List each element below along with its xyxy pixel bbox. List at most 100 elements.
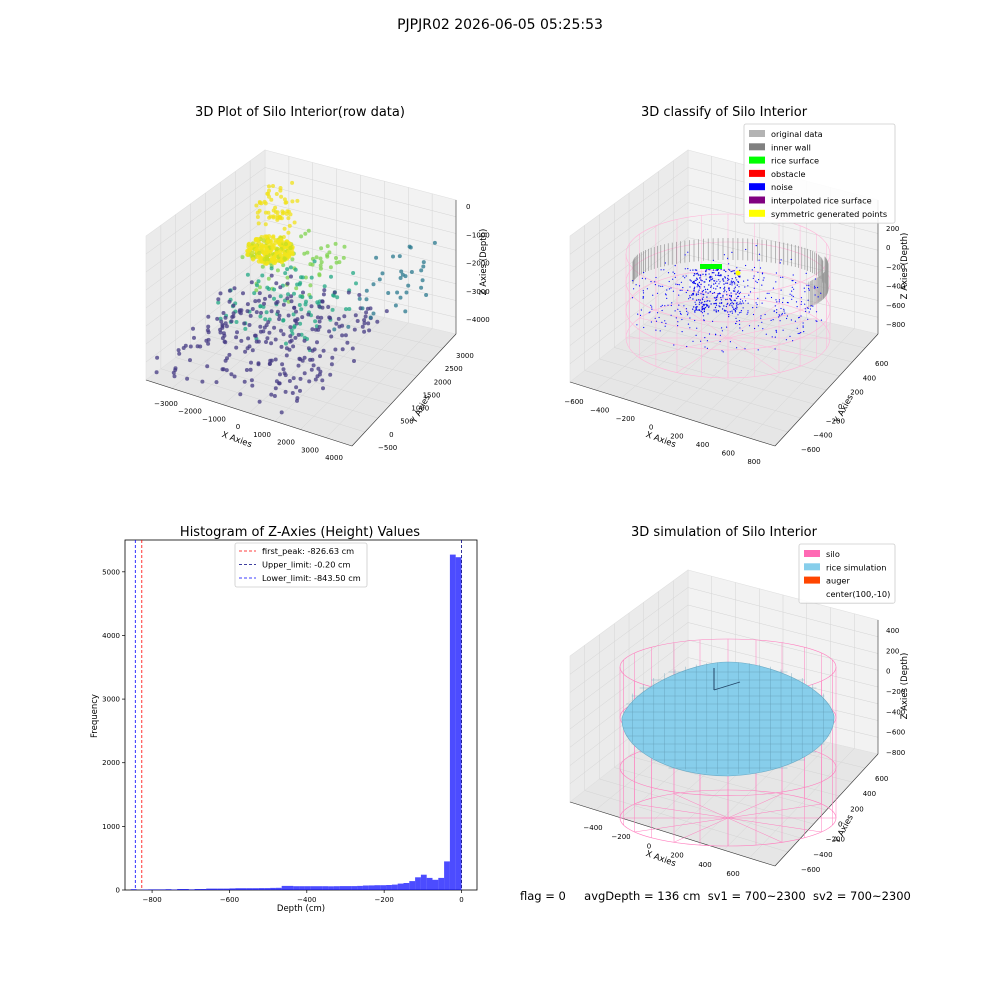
raw-data-point	[295, 396, 300, 401]
raw-data-point	[403, 274, 408, 279]
noise-point	[701, 308, 704, 311]
noise-point	[810, 305, 812, 307]
noise-point	[780, 276, 782, 278]
classify-legend-swatch	[749, 169, 765, 177]
hist-legend-label: first_peak: -826.63 cm	[262, 546, 354, 556]
noise-point	[779, 320, 781, 322]
raw-data-point	[275, 210, 280, 215]
hist-bar	[264, 888, 271, 890]
noise-point	[803, 331, 805, 333]
raw-data-point	[367, 328, 372, 333]
noise-point	[701, 301, 703, 304]
classify-legend-swatch	[749, 196, 765, 204]
noise-point	[813, 287, 816, 289]
raw-data-point	[216, 297, 221, 302]
noise-point	[713, 297, 716, 299]
noise-point	[745, 248, 747, 251]
noise-point	[734, 307, 737, 310]
raw-data-point	[229, 319, 234, 324]
raw-data-point	[246, 336, 251, 341]
grid-line	[264, 167, 457, 217]
grid-line	[687, 587, 879, 637]
grid-line	[658, 312, 853, 363]
noise-point	[650, 304, 652, 306]
noise-point	[642, 290, 644, 292]
raw-data-point	[272, 325, 277, 330]
noise-point	[699, 277, 701, 279]
noise-point	[697, 293, 699, 295]
hist-bar	[246, 888, 253, 890]
raw-data-point	[308, 262, 313, 267]
noise-point	[682, 275, 684, 277]
raw-data-point	[326, 305, 331, 309]
raw-data-point	[364, 310, 369, 315]
z-tick-label: 0	[886, 668, 890, 676]
noise-point	[725, 270, 727, 273]
noise-point	[677, 283, 679, 286]
raw-data-point	[269, 341, 274, 346]
noise-point	[726, 298, 728, 300]
noise-point	[817, 296, 819, 298]
noise-point	[744, 286, 746, 288]
raw-data-point	[306, 228, 311, 233]
noise-point	[665, 294, 667, 296]
raw-data-point	[227, 352, 232, 357]
raw-data-point	[267, 362, 272, 366]
hist-bar	[438, 877, 445, 890]
y-tick-label: 1500	[423, 391, 441, 399]
raw-data-point	[346, 290, 351, 295]
raw-chart-title: 3D Plot of Silo Interior(row data)	[195, 105, 405, 120]
noise-point	[661, 304, 663, 306]
noise-point	[693, 287, 695, 290]
noise-point	[757, 325, 760, 327]
noise-point	[655, 276, 657, 279]
noise-point	[768, 292, 770, 294]
noise-point	[679, 289, 681, 291]
noise-point	[652, 294, 654, 296]
raw-data-point	[315, 374, 320, 379]
raw-data-point	[252, 291, 257, 296]
noise-point	[759, 267, 762, 269]
noise-point	[774, 348, 776, 350]
raw-data-point	[291, 376, 296, 381]
raw-data-point	[284, 346, 289, 351]
raw-data-point	[368, 315, 373, 320]
raw-data-point	[262, 199, 267, 204]
noise-point	[718, 279, 720, 281]
sim-z-label: Z Axies (Depth)	[900, 653, 910, 720]
raw-data-point	[267, 188, 271, 193]
noise-point	[804, 308, 806, 310]
noise-point	[720, 274, 722, 277]
y-tick-label: 600	[875, 360, 888, 368]
grid-line	[687, 639, 879, 688]
grid-line	[569, 202, 689, 291]
hist-bar	[217, 888, 224, 890]
raw-data-point	[307, 379, 312, 384]
raw-data-point	[365, 306, 370, 311]
noise-point	[679, 310, 681, 313]
raw-data-point	[239, 308, 244, 313]
noise-point	[695, 299, 698, 301]
noise-point	[747, 279, 749, 281]
noise-point	[660, 285, 662, 287]
raw-data-point	[275, 268, 280, 273]
raw-data-point	[266, 320, 271, 325]
noise-point	[672, 278, 674, 280]
noise-point	[731, 310, 733, 312]
noise-point	[694, 310, 696, 312]
raw-data-point	[240, 255, 245, 260]
raw-data-point	[293, 267, 298, 272]
noise-point	[800, 301, 803, 303]
noise-point	[723, 291, 725, 293]
raw-data-point	[277, 313, 282, 318]
noise-point	[796, 327, 798, 329]
noise-point	[695, 303, 697, 306]
noise-point	[744, 348, 746, 350]
y-tick-label: 0	[389, 431, 393, 439]
sim-silo-spoke	[673, 817, 729, 843]
noise-point	[689, 327, 691, 329]
y-tick-label: 4000	[102, 632, 120, 640]
noise-point	[729, 311, 731, 313]
raw-data-point	[247, 323, 252, 327]
noise-point	[703, 304, 705, 306]
